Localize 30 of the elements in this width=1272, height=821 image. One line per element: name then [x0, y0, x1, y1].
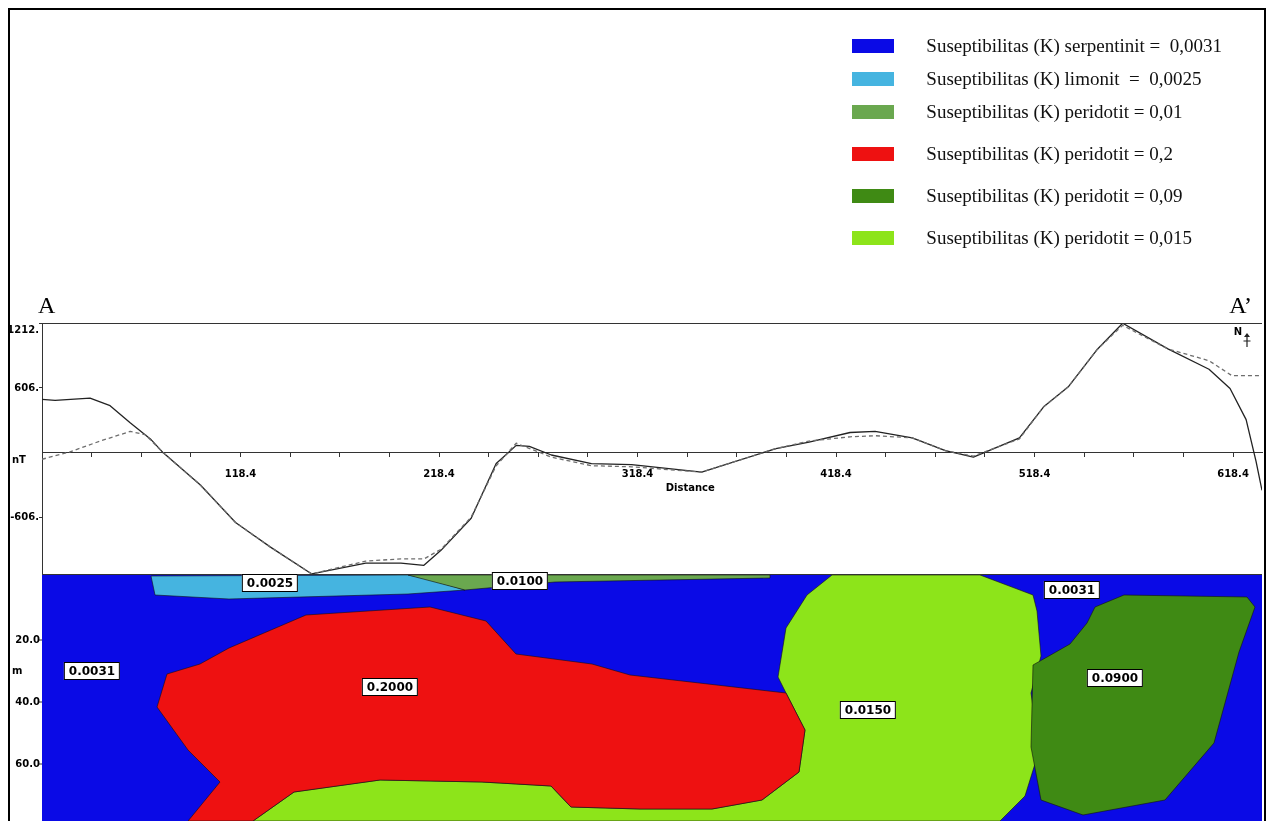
x-axis-title: Distance	[665, 482, 716, 494]
text: 0.0900	[1086, 669, 1144, 687]
text: 60.0	[15, 758, 40, 770]
x-tick-label: 618.4	[1217, 468, 1249, 480]
legend-label: Suseptibilitas (K) peridotit = 0,09	[926, 184, 1183, 207]
legend-label: Suseptibilitas (K) peridotit = 0,01	[926, 100, 1183, 123]
legend-label: Suseptibilitas (K) serpentinit = 0,0031	[926, 34, 1222, 57]
text: 20.0	[15, 634, 40, 646]
text: 0.0025	[241, 574, 299, 592]
text: A	[38, 292, 56, 319]
x-tick-label: 218.4	[423, 468, 455, 480]
text: 0.2000	[361, 678, 419, 696]
x-tick-label: 318.4	[621, 468, 654, 480]
text: A’	[1229, 292, 1252, 319]
text: m	[12, 665, 23, 677]
x-tick-label: 118.4	[224, 468, 257, 480]
text: 0.0150	[839, 701, 897, 719]
y-tick-label: -606.	[10, 511, 39, 523]
legend-label: Suseptibilitas (K) limonit = 0,0025	[926, 67, 1202, 90]
x-tick-label: 518.4	[1018, 468, 1051, 480]
legend-label: Suseptibilitas (K) peridotit = 0,2	[926, 142, 1173, 165]
text: 40.0	[15, 696, 40, 708]
legend-label: Suseptibilitas (K) peridotit = 0,015	[926, 226, 1192, 249]
y-tick-label: 606.	[14, 381, 39, 393]
text: 0.0031	[1043, 581, 1101, 599]
text: 0.0031	[63, 662, 121, 680]
annotation: 0.0100	[491, 572, 549, 590]
y-axis-title: nT	[12, 454, 27, 466]
x-tick-label: 418.4	[820, 468, 852, 480]
annotation: N	[1233, 325, 1242, 337]
